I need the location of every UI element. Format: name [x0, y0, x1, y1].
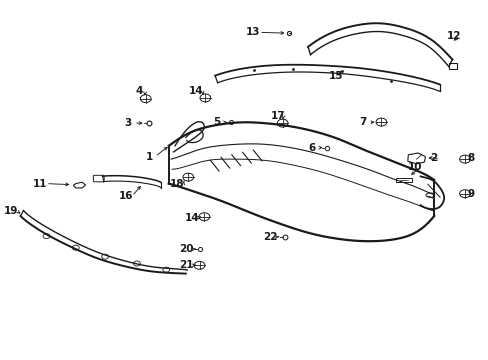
Text: 18: 18: [170, 179, 184, 189]
Text: 1: 1: [145, 152, 152, 162]
Text: 20: 20: [179, 244, 194, 254]
Text: 19: 19: [3, 206, 18, 216]
Text: 12: 12: [446, 31, 460, 41]
Text: 9: 9: [467, 189, 473, 199]
Text: 14: 14: [189, 86, 203, 96]
Polygon shape: [73, 182, 85, 188]
Text: 21: 21: [179, 260, 194, 270]
Text: 4: 4: [135, 86, 143, 96]
Text: 2: 2: [430, 153, 437, 163]
Text: 17: 17: [270, 111, 285, 121]
Text: 11: 11: [33, 179, 47, 189]
Text: 3: 3: [124, 118, 131, 128]
Text: 22: 22: [262, 232, 277, 242]
Text: 5: 5: [213, 117, 220, 127]
Text: 15: 15: [328, 71, 343, 81]
Text: 14: 14: [184, 213, 199, 223]
Text: 8: 8: [467, 153, 473, 163]
Text: 6: 6: [308, 143, 315, 153]
Text: 10: 10: [407, 162, 421, 172]
Text: 7: 7: [358, 117, 366, 127]
Bar: [448, 63, 456, 69]
Text: 13: 13: [245, 27, 260, 37]
Text: 16: 16: [119, 191, 133, 201]
Bar: [395, 178, 411, 182]
Polygon shape: [407, 153, 425, 164]
